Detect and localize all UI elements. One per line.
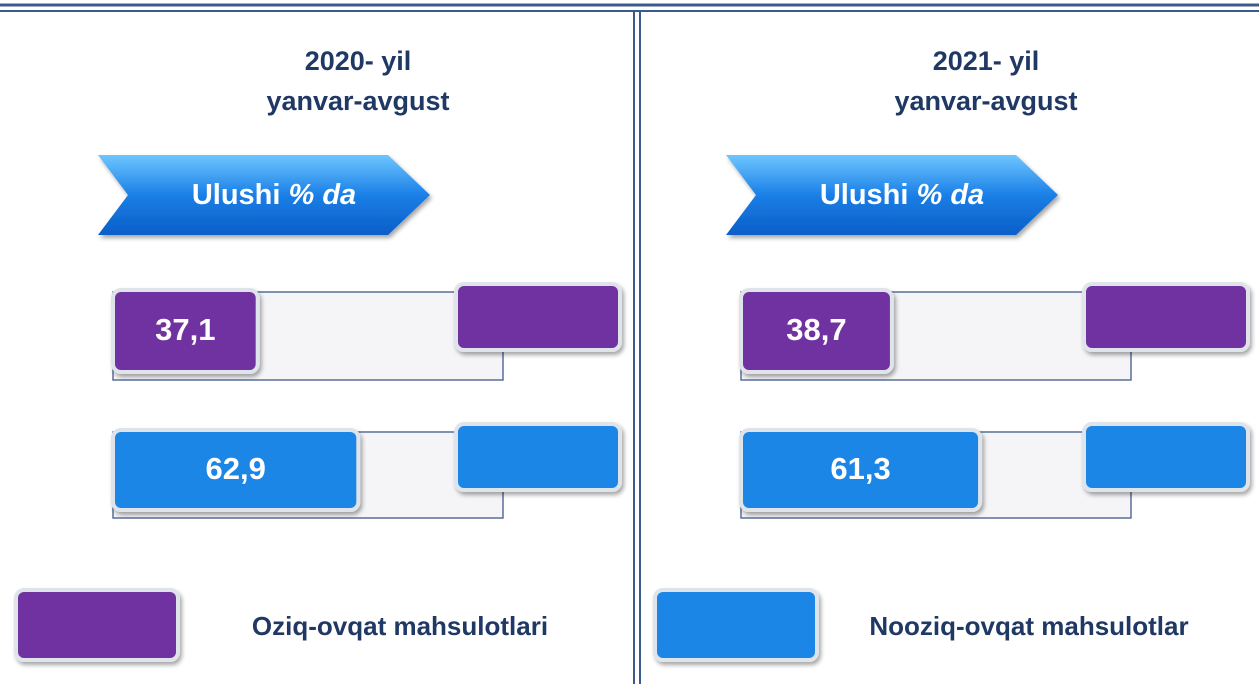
- legend-label: Nooziq-ovqat mahsulotlar: [869, 611, 1188, 641]
- side-box: [454, 422, 622, 492]
- bar: [111, 288, 260, 374]
- badge-unit: % da: [917, 179, 985, 211]
- subtitle: yanvar-avgust: [266, 86, 449, 116]
- title: 2021- yil: [933, 46, 1040, 76]
- badge-label: Ulushi: [820, 179, 909, 211]
- title: 2020- yil: [305, 46, 412, 76]
- badge: [98, 155, 430, 235]
- value-label: 37,1: [155, 312, 215, 347]
- badge-unit: % da: [289, 179, 357, 211]
- frame: [0, 3, 1259, 684]
- side-box: [1082, 282, 1250, 352]
- side-box: [454, 282, 622, 352]
- bar: [739, 428, 983, 512]
- value-label: 61,3: [830, 451, 890, 486]
- badge: [726, 155, 1058, 235]
- legend-swatch: [653, 588, 819, 662]
- badge-text: Ulushi % da: [192, 179, 356, 211]
- value-label: 38,7: [786, 312, 846, 347]
- value-label: 62,9: [205, 451, 265, 486]
- bar: [739, 288, 894, 374]
- subtitle: yanvar-avgust: [894, 86, 1077, 116]
- legend-swatch: [14, 588, 180, 662]
- legend-label: Oziq-ovqat mahsulotlari: [252, 611, 548, 641]
- badge-text: Ulushi % da: [820, 179, 984, 211]
- bar: [111, 428, 361, 512]
- badge-label: Ulushi: [192, 179, 281, 211]
- side-box: [1082, 422, 1250, 492]
